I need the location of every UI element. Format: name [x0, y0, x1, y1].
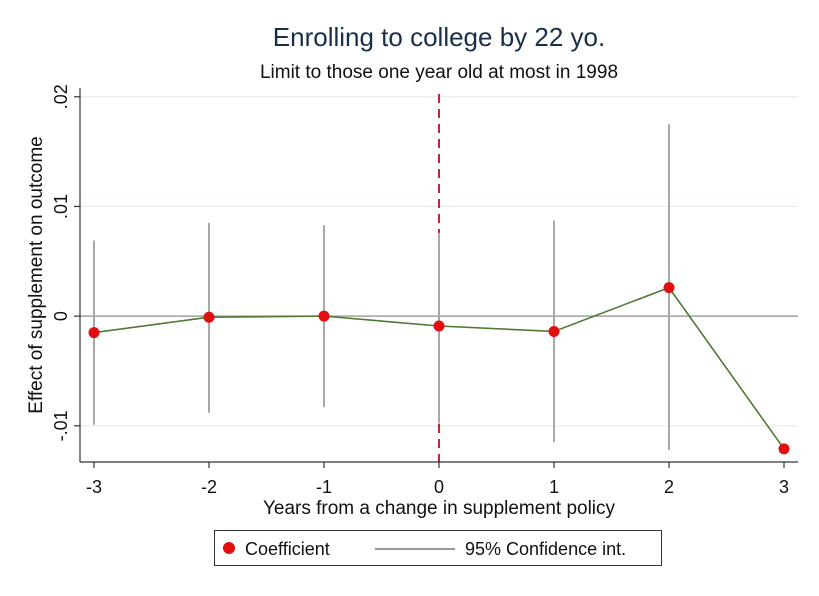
x-tick-label-5: 2 [664, 477, 674, 497]
coefficient-point-2 [318, 310, 330, 322]
axes-layer: -.01 0 .01 .02 -3 -2 -1 0 1 2 3 [51, 84, 798, 497]
y-axis-label: Effect of supplement on outcome [26, 136, 47, 413]
coefficient-point-5 [663, 282, 675, 294]
x-tick-label-6: 3 [779, 477, 789, 497]
ci-layer [93, 124, 670, 450]
x-tick-label-2: -1 [316, 477, 332, 497]
x-tick-label-0: -3 [86, 477, 102, 497]
legend-ci-line [375, 548, 455, 550]
y-tick-label-1: 0 [51, 311, 71, 321]
y-tick-label-3: .02 [51, 84, 71, 109]
coefficient-point-4 [548, 325, 560, 337]
x-tick-label-1: -2 [201, 477, 217, 497]
legend: Coefficient 95% Confidence int. [214, 530, 662, 566]
x-tick-label-3: 0 [434, 477, 444, 497]
coefficient-point-3 [433, 320, 445, 332]
coefficient-point-1 [203, 311, 215, 323]
y-tick-label-2: .01 [51, 194, 71, 219]
coefficient-point-0 [88, 327, 100, 339]
x-tick-label-4: 1 [549, 477, 559, 497]
x-axis-label: Years from a change in supplement policy [263, 498, 616, 519]
series-layer [88, 282, 790, 455]
legend-coefficient-label: Coefficient [245, 539, 330, 559]
coefficient-point-6 [778, 443, 790, 455]
legend-coefficient-marker [223, 542, 235, 554]
legend-ci-label: 95% Confidence int. [465, 539, 627, 559]
y-tick-label-0: -.01 [51, 410, 71, 441]
chart-title: Enrolling to college by 22 yo. [272, 22, 606, 52]
chart-subtitle: Limit to those one year old at most in 1… [259, 62, 619, 83]
